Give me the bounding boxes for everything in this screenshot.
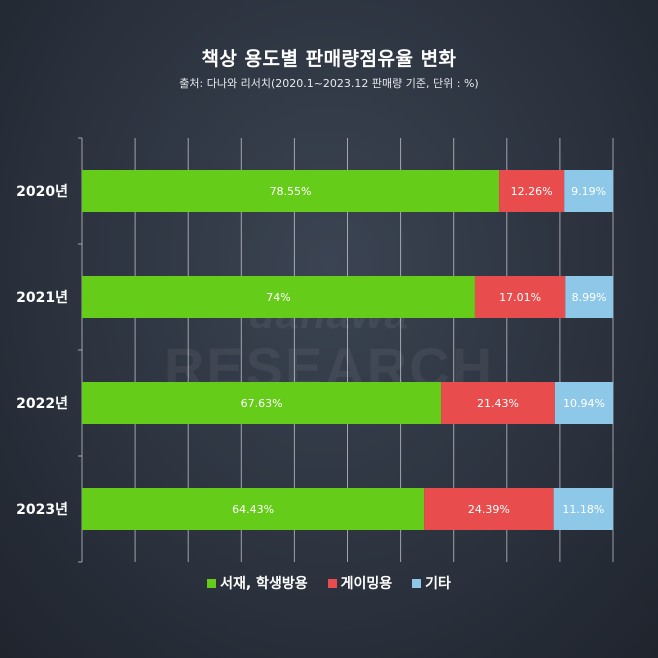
bar-segment — [564, 170, 613, 212]
bar-segment — [82, 170, 500, 212]
data-label: 11.18% — [562, 503, 604, 516]
data-label: 64.43% — [232, 503, 274, 516]
data-label: 78.55% — [270, 185, 312, 198]
category-label: 2022년 — [16, 396, 68, 412]
legend-label-study: 서재, 학생방용 — [220, 576, 308, 592]
data-label: 67.63% — [241, 397, 283, 410]
chart-subtitle: 출처: 다나와 리서치(2020.1~2023.12 판매량 기준, 단위 : … — [179, 77, 479, 90]
legend-swatch-study — [207, 578, 217, 588]
legend-item-gaming: 게이밍용 — [327, 573, 393, 593]
legend-swatch-other — [412, 578, 422, 588]
data-label: 17.01% — [499, 291, 541, 304]
data-label: 12.26% — [511, 185, 553, 198]
bar-segment — [499, 170, 565, 212]
category-label: 2021년 — [16, 290, 68, 306]
data-label: 24.39% — [468, 503, 510, 516]
bar-segment — [553, 488, 613, 530]
data-label: 10.94% — [563, 397, 605, 410]
legend-swatch-gaming — [327, 578, 337, 588]
category-label: 2023년 — [16, 502, 68, 518]
bar-segment — [82, 276, 475, 318]
bar-segment — [441, 382, 555, 424]
bar-segment — [424, 488, 554, 530]
labels: 2020년 78.55% 12.26% 9.19% 2021년 74% 17.01% 8.99… — [16, 184, 606, 518]
data-label: 74% — [266, 291, 290, 304]
data-label: 21.43% — [477, 397, 519, 410]
bar-segment — [554, 382, 613, 424]
chart-legend: 서재, 학생방용 게이밍용 기타 — [0, 573, 658, 593]
legend-item-study: 서재, 학생방용 — [207, 573, 308, 593]
data-label: 8.99% — [572, 291, 607, 304]
category-label: 2020년 — [16, 184, 68, 200]
chart-title: 책상 용도별 판매량점유율 변화 — [201, 48, 457, 70]
legend-label-gaming: 게이밍용 — [340, 576, 393, 592]
data-label: 9.19% — [571, 185, 606, 198]
bar-segment — [565, 276, 613, 318]
legend-label-other: 기타 — [425, 576, 451, 592]
bar-segment — [82, 382, 442, 424]
bar-segment — [474, 276, 566, 318]
bar-segment — [82, 488, 425, 530]
bars — [82, 170, 613, 530]
legend-item-other: 기타 — [412, 573, 451, 593]
